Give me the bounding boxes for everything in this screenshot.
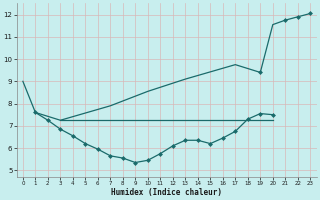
X-axis label: Humidex (Indice chaleur): Humidex (Indice chaleur) xyxy=(111,188,222,197)
